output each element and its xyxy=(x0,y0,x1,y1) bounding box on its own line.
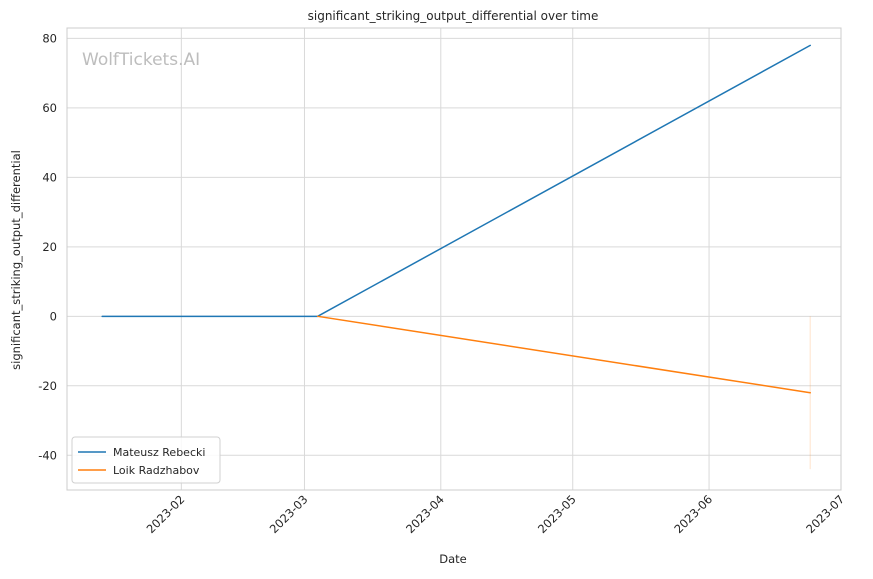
legend: Mateusz Rebecki Loik Radzhabov xyxy=(71,436,221,484)
legend-box xyxy=(71,436,221,484)
chart-title: significant_striking_output_differential… xyxy=(308,9,599,23)
x-axis-title: Date xyxy=(439,552,467,566)
series-line-loik-radzhabov xyxy=(316,315,811,394)
y-tick-label: -20 xyxy=(38,379,57,393)
y-tick-label: -40 xyxy=(38,448,57,462)
series-lines xyxy=(101,44,811,394)
plot-frame xyxy=(66,27,842,491)
y-tick-label: 60 xyxy=(42,101,57,115)
y-axis-title: significant_striking_output_differential xyxy=(9,150,23,370)
y-tick-label: 20 xyxy=(42,240,57,254)
legend-label-loik-radzhabov: Loik Radzhabov xyxy=(113,464,200,477)
watermark: WolfTickets.AI xyxy=(82,50,200,70)
y-tick-label: 0 xyxy=(50,309,57,323)
y-tick-label: 80 xyxy=(42,31,57,45)
legend-label-mateusz-rebecki: Mateusz Rebecki xyxy=(113,446,205,459)
y-tick-label: 40 xyxy=(42,170,57,184)
